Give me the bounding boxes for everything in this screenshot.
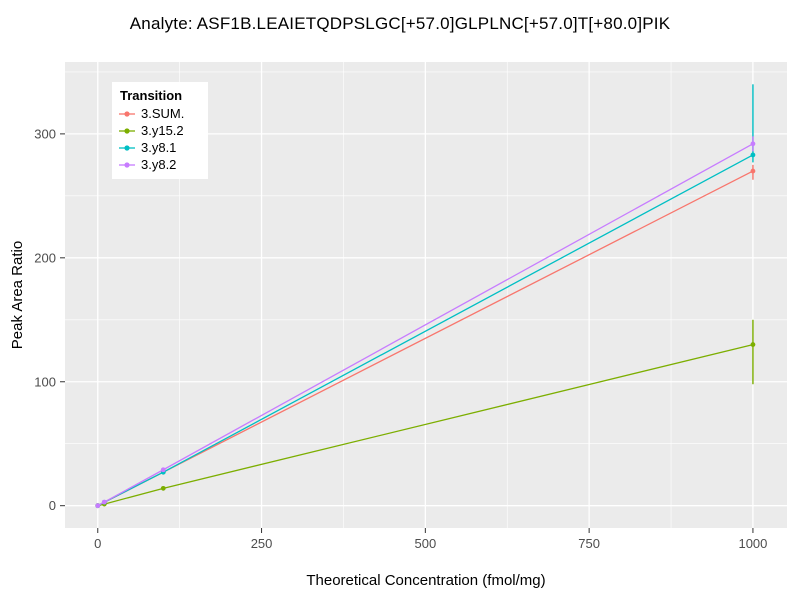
legend-entry-label: 3.y8.1 [141, 140, 176, 155]
legend-key-point [124, 111, 130, 117]
data-point [101, 499, 107, 505]
data-point [160, 467, 166, 473]
legend-title: Transition [120, 88, 182, 103]
x-tick-label: 750 [578, 536, 600, 551]
data-point [750, 342, 756, 347]
legend-entry-label: 3.y8.2 [141, 157, 176, 172]
legend-key-point [124, 128, 130, 134]
y-tick-label: 100 [34, 374, 56, 389]
legend-entry-label: 3.SUM. [141, 106, 184, 121]
x-tick-label: 0 [94, 536, 101, 551]
data-point [750, 168, 756, 174]
y-tick-label: 0 [49, 498, 56, 513]
data-point [750, 141, 756, 147]
data-point [750, 152, 756, 158]
y-tick-label: 200 [34, 250, 56, 265]
data-point [160, 485, 166, 491]
legend-key-point [124, 145, 130, 151]
x-tick-label: 500 [414, 536, 436, 551]
data-point [95, 503, 101, 509]
legend-key-point [124, 162, 130, 168]
legend-entry-label: 3.y15.2 [141, 123, 184, 138]
x-axis-title: Theoretical Concentration (fmol/mg) [306, 572, 545, 589]
series-line [97, 143, 754, 507]
x-tick-label: 250 [251, 536, 273, 551]
y-axis-title: Peak Area Ratio [9, 241, 26, 349]
chart-title: Analyte: ASF1B.LEAIETQDPSLGC[+57.0]GLPLN… [129, 14, 671, 33]
y-tick-label: 300 [34, 126, 56, 141]
series-line [97, 343, 754, 507]
x-tick-label: 1000 [738, 536, 767, 551]
